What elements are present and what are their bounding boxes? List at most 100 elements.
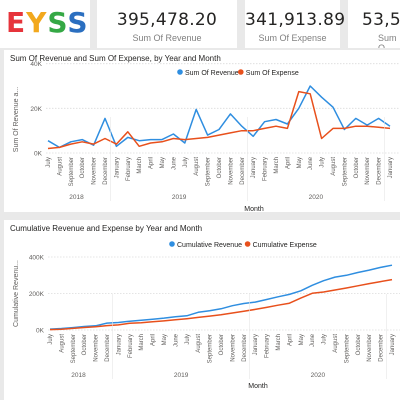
legend-marker [169,241,175,247]
x-tick-label: December [105,334,111,362]
kpi-card-profit[interactable]: 53,5 Sum O [348,0,400,48]
kpi-value: 395,478.20 [116,10,218,30]
x-tick-label: October [80,157,86,178]
legend-label: Sum Of Expense [246,70,299,77]
x-tick-label: March [274,157,280,174]
x-tick-label: November [367,334,373,362]
x-axis-label: Month [248,383,268,390]
eyss-logo: EYSS [0,0,90,48]
year-label: 2018 [69,194,84,201]
year-label: 2020 [311,372,326,379]
series-line [49,278,393,331]
y-axis-label: Sum Of Revenue a... [13,87,20,152]
x-tick-label: November [228,157,234,185]
chart-title: Cumulative Revenue and Expense by Year a… [10,224,203,233]
x-tick-label: September [69,157,75,186]
x-tick-label: May [297,157,303,168]
series-line [47,85,391,149]
x-tick-label: August [331,157,337,176]
kpi-card-revenue[interactable]: 395,478.20 Sum Of Revenue [97,0,237,48]
legend-marker [244,241,251,247]
x-tick-label: April [149,157,155,169]
x-tick-label: February [263,157,269,181]
cumulative-chart-panel: Cumulative Revenue and Expense by Year a… [4,220,400,400]
x-tick-label: July [322,334,328,345]
x-tick-label: May [160,157,166,168]
x-axis-label: Month [244,206,264,212]
legend-marker [238,69,244,75]
x-tick-label: July [46,157,52,168]
kpi-value: 53,5 [362,10,400,30]
x-tick-label: September [206,157,212,186]
x-tick-label: February [265,334,271,358]
x-tick-label: October [219,334,225,355]
x-tick-label: December [103,157,109,185]
x-tick-label: August [57,157,63,176]
x-tick-label: July [185,334,191,345]
kpi-label: Sum Of Revenue [132,33,202,43]
x-tick-label: June [173,333,179,347]
x-tick-label: January [251,157,257,178]
cumulative-line-chart[interactable]: Cumulative Revenue Cumulative Expense 0K 20… [4,220,400,400]
chart-title: Sum Of Revenue and Sum Of Expense, by Ye… [10,54,221,63]
logo-letter: Y [26,6,48,39]
x-tick-label: October [354,157,360,178]
x-tick-label: November [94,334,100,362]
year-label: 2020 [309,194,324,201]
x-tick-label: March [139,334,145,351]
x-tick-label: August [59,334,65,353]
logo-text: EYSS [6,6,89,39]
x-tick-label: December [379,334,385,362]
x-tick-label: January [388,157,394,178]
x-tick-label: July [183,157,189,168]
x-tick-label: February [128,334,134,358]
y-tick-label: 40K [30,61,42,68]
y-tick-label: 20K [30,106,42,113]
kpi-card-expense[interactable]: 341,913.89 Sum Of Expense [245,0,346,48]
y-tick-label: 200K [29,291,45,298]
kpi-label: Sum O [378,33,397,48]
x-tick-label: September [208,334,214,363]
legend-label: Cumulative Expense [253,242,317,249]
x-tick-label: April [151,334,157,346]
x-tick-label: November [92,157,98,185]
y-axis-label: Cumulative Revenu... [13,260,20,327]
x-tick-label: September [342,157,348,186]
logo-letter: E [6,6,27,39]
x-tick-label: September [71,334,77,363]
x-tick-label: June [171,156,177,170]
x-tick-label: July [320,157,326,168]
legend-label: Sum Of Revenue [185,70,239,77]
x-tick-label: January [114,157,120,178]
x-tick-label: October [82,334,88,355]
x-tick-label: January [116,334,122,355]
x-tick-label: August [194,157,200,176]
x-tick-label: October [217,157,223,178]
legend-marker [177,69,183,75]
revenue-expense-line-chart[interactable]: Sum Of Revenue Sum Of Expense0K20K40KSum … [4,50,400,212]
y-tick-label: 0K [36,328,45,335]
x-tick-label: March [276,334,282,351]
kpi-value: 341,913.89 [245,10,346,30]
x-tick-label: September [344,334,350,363]
revenue-expense-chart-panel: Sum Of Revenue and Sum Of Expense, by Ye… [4,50,400,212]
year-label: 2018 [71,372,86,379]
x-tick-label: June [310,333,316,347]
x-tick-label: January [253,334,259,355]
x-tick-label: May [162,334,168,345]
x-tick-label: January [390,334,396,355]
kpi-label: Sum Of Expense [258,33,327,43]
x-tick-label: March [137,157,143,174]
x-tick-label: November [230,334,236,362]
x-tick-label: August [196,334,202,353]
series-line [49,264,393,330]
x-tick-label: August [333,334,339,353]
y-tick-label: 400K [29,255,45,262]
x-tick-label: April [287,334,293,346]
logo-letter: S [47,6,68,39]
y-tick-label: 0K [34,151,43,158]
x-tick-label: February [126,157,132,181]
x-tick-label: May [299,334,305,345]
x-tick-label: November [365,157,371,185]
logo-letter: S [67,6,89,39]
